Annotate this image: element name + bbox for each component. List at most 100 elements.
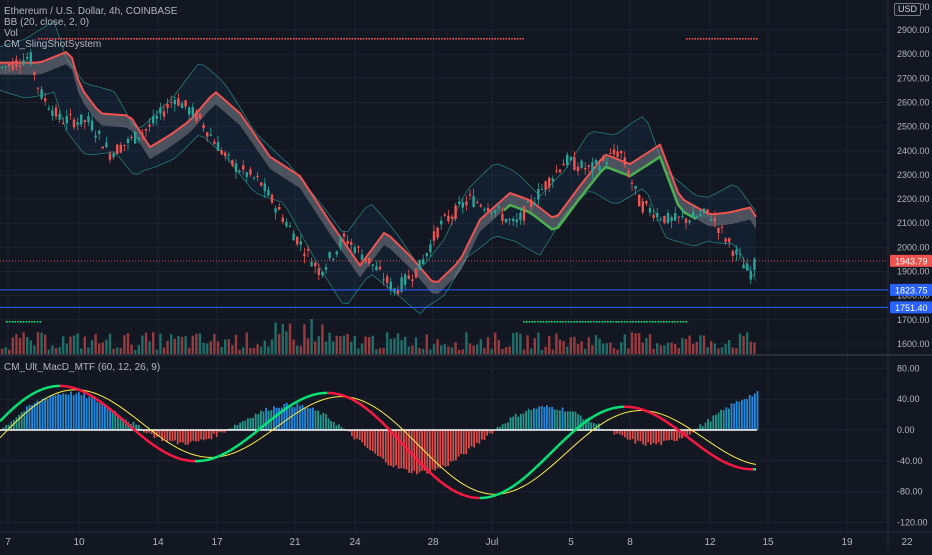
- macd-hist-bar: [465, 430, 467, 454]
- volume-bar: [112, 349, 114, 354]
- signal-dot: [618, 321, 620, 323]
- macd-line-segment: [546, 455, 549, 458]
- time-label: 19: [841, 537, 853, 548]
- signal-dot: [282, 38, 284, 40]
- volume-bar: [246, 332, 248, 354]
- signal-dot: [686, 38, 688, 40]
- macd-hist-bar: [234, 425, 236, 430]
- candle-body: [127, 139, 129, 143]
- signal-dot: [562, 321, 564, 323]
- macd-line-segment: [726, 463, 729, 464]
- candle-body: [170, 102, 172, 103]
- candle-body: [642, 201, 644, 212]
- currency-badge[interactable]: USD: [894, 3, 921, 16]
- macd-hist-bar: [161, 430, 163, 441]
- macd-line-segment: [492, 495, 495, 496]
- candle-body: [750, 271, 752, 279]
- macd-hist-bar: [200, 430, 202, 439]
- macd-hist-bar: [647, 430, 649, 442]
- macd-line-segment: [666, 421, 669, 423]
- time-label: 7: [5, 537, 11, 548]
- volume-bar: [588, 337, 590, 354]
- volume-bar: [130, 345, 132, 354]
- macd-hist-bar: [328, 418, 330, 430]
- macd-tick-label: 40.00: [897, 394, 920, 404]
- volume-bar: [483, 348, 485, 354]
- macd-hist-bar: [741, 400, 743, 430]
- macd-hist-bar: [754, 394, 756, 430]
- volume-bar: [541, 350, 543, 354]
- signal-dot: [290, 38, 292, 40]
- macd-line-segment: [660, 418, 663, 420]
- volume-bar: [544, 347, 546, 354]
- volume-legend[interactable]: Vol: [4, 28, 18, 39]
- candle-body: [256, 176, 258, 177]
- signal-dot: [178, 38, 180, 40]
- volume-bar: [210, 341, 212, 354]
- macd-line-segment: [516, 482, 519, 484]
- volume-bar: [429, 350, 431, 354]
- macd-line-segment: [567, 435, 570, 438]
- macd-line-segment: [156, 447, 159, 449]
- signal-dot: [632, 321, 634, 323]
- candle-body: [138, 138, 140, 140]
- macd-line-segment: [465, 496, 468, 497]
- candle-body: [339, 239, 341, 246]
- volume-bar: [454, 342, 456, 354]
- macd-hist-bar: [75, 393, 77, 430]
- macd-line-segment: [81, 391, 84, 392]
- macd-line-segment: [558, 443, 561, 446]
- candle-body: [620, 151, 622, 153]
- volume-bar: [526, 335, 528, 354]
- macd-hist-bar: [486, 430, 488, 436]
- signal-dot: [419, 38, 421, 40]
- macd-line-segment: [339, 394, 342, 395]
- candle-body: [260, 182, 262, 185]
- signal-dot: [408, 38, 410, 40]
- time-label: 12: [704, 537, 716, 548]
- signal-dot: [332, 38, 334, 40]
- macd-hist-bar: [450, 430, 452, 461]
- signal-dot: [441, 38, 443, 40]
- symbol-legend[interactable]: Ethereum / U.S. Dollar, 4h, COINBASE: [4, 6, 177, 17]
- candle-body: [534, 203, 536, 205]
- macd-line-segment: [453, 490, 456, 492]
- signal-dot: [276, 38, 278, 40]
- macd-line-segment: [147, 440, 150, 442]
- macd-legend[interactable]: CM_Ult_MacD_MTF (60, 12, 26, 9): [4, 362, 160, 373]
- candle-body: [188, 108, 190, 115]
- macd-line-segment: [6, 412, 9, 415]
- slingshot-legend[interactable]: CM_SlingShotSystem: [4, 39, 101, 50]
- volume-bar: [62, 336, 64, 354]
- macd-hist-bar: [660, 430, 662, 445]
- candle-body: [458, 202, 460, 204]
- macd-hist-bar: [536, 409, 538, 430]
- macd-tick-label: 0.00: [897, 425, 915, 435]
- macd-line-segment: [729, 464, 732, 465]
- signal-dot: [164, 38, 166, 40]
- candle-body: [148, 125, 150, 127]
- macd-line-segment: [345, 396, 348, 397]
- time-label: Jul: [486, 537, 499, 548]
- candle-body: [696, 216, 698, 218]
- candle-body: [159, 107, 161, 113]
- signal-dot: [641, 321, 643, 323]
- candle-body: [663, 216, 665, 223]
- candle-body: [120, 145, 122, 153]
- volume-bar: [159, 334, 161, 354]
- volume-bar: [332, 341, 334, 354]
- bb-legend[interactable]: BB (20, close, 2, 0): [4, 17, 89, 28]
- signal-dot: [237, 38, 239, 40]
- signal-dot: [568, 321, 570, 323]
- macd-hist-bar: [361, 430, 363, 442]
- signal-dot: [251, 38, 253, 40]
- candle-body: [22, 60, 24, 65]
- macd-line-segment: [495, 494, 498, 495]
- candle-body: [710, 219, 712, 221]
- macd-line-segment: [654, 414, 657, 416]
- macd-hist-bar: [738, 402, 740, 430]
- signal-dot: [494, 38, 496, 40]
- signal-dot: [14, 321, 16, 323]
